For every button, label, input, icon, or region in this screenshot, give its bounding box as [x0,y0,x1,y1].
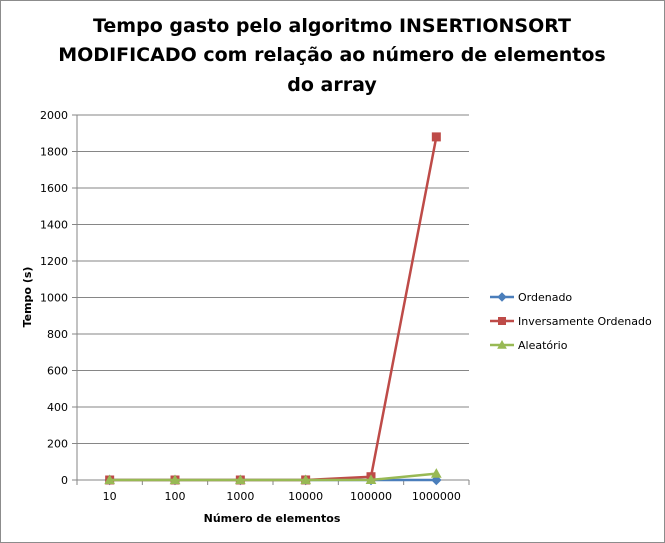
x-tick-label: 1000000 [412,490,461,503]
legend-item: Aleatório [490,339,568,352]
data-point-triangle [497,339,507,349]
legend-item: Ordenado [490,291,572,304]
y-tick-label: 2000 [40,109,68,122]
data-point-triangle [430,468,442,478]
chart-title-line: Tempo gasto pelo algoritmo INSERTIONSORT [93,15,571,37]
x-tick-label: 100 [165,490,186,503]
chart-title-line: do array [287,74,377,96]
y-tick-label: 1200 [40,255,68,268]
x-axis-ticks: 10 100 1000 10000 100000 1000000 [76,480,470,503]
x-tick-label: 1000 [226,490,254,503]
legend-item: Inversamente Ordenado [490,315,652,328]
data-point-square [431,132,441,142]
legend-label: Ordenado [518,291,572,304]
y-tick-label: 1800 [40,146,68,159]
y-tick-label: 200 [47,438,68,451]
data-point-square [498,317,506,325]
legend: Ordenado Inversamente Ordenado Aleatório [490,291,652,352]
y-tick-label: 800 [47,328,68,341]
y-tick-label: 1400 [40,219,68,232]
data-point-triangle [300,474,312,485]
y-tick-label: 600 [47,365,68,378]
y-tick-label: 0 [61,474,68,487]
y-axis-ticks: 0 200 400 600 800 1000 1200 1400 1600 1800 2000 [40,109,77,487]
legend-label: Aleatório [518,339,568,352]
y-tick-label: 1600 [40,182,68,195]
chart-title: Tempo gasto pelo algoritmo INSERTIONSORT… [58,15,606,96]
data-point-diamond [497,292,507,302]
series-line [109,472,437,482]
y-tick-label: 1000 [40,292,68,305]
data-point-diamond [431,474,442,486]
x-tick-label: 10000 [288,490,323,503]
data-point-triangle [104,474,116,485]
chart-title-line: MODIFICADO com relação ao número de elem… [58,44,606,66]
data-point-triangle [365,474,377,485]
x-tick-label: 10 [103,490,117,503]
gridlines [77,114,469,444]
y-axis-title: Tempo (s) [21,267,34,328]
series-1 [105,132,441,485]
y-tick-label: 400 [47,401,68,414]
data-point-triangle [169,474,181,485]
series-layer [104,132,442,486]
series-2 [104,468,442,485]
data-point-triangle [234,474,246,485]
legend-label: Inversamente Ordenado [518,315,652,328]
x-tick-label: 100000 [350,490,392,503]
x-axis-title: Número de elementos [204,512,341,525]
